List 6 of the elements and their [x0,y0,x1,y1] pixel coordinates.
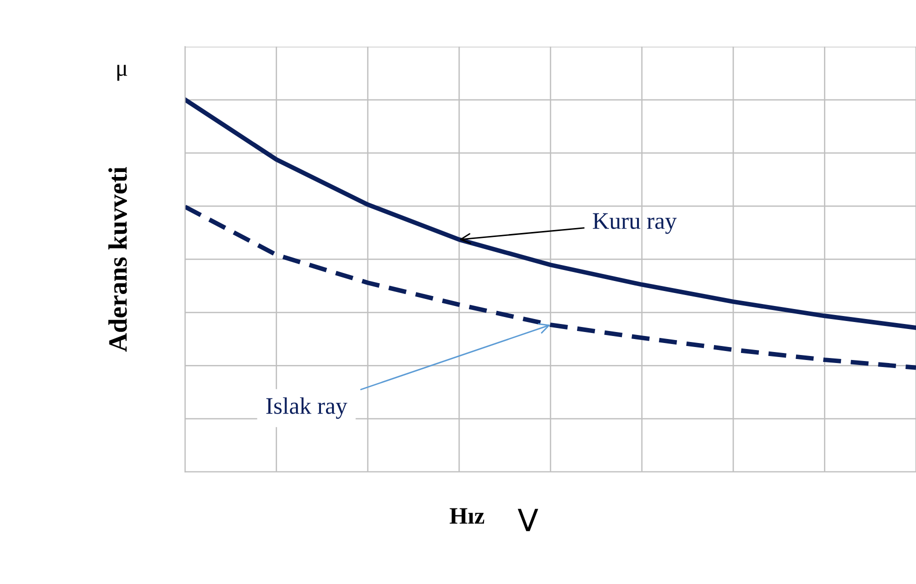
text: V [518,508,538,532]
y-axis-title: Aderans kuvveti [108,166,127,352]
x-axis-title: Hız [450,508,484,524]
series-label: Kuru ray [592,213,677,234]
text: Islak ray [266,397,348,419]
text: μ [117,64,128,81]
